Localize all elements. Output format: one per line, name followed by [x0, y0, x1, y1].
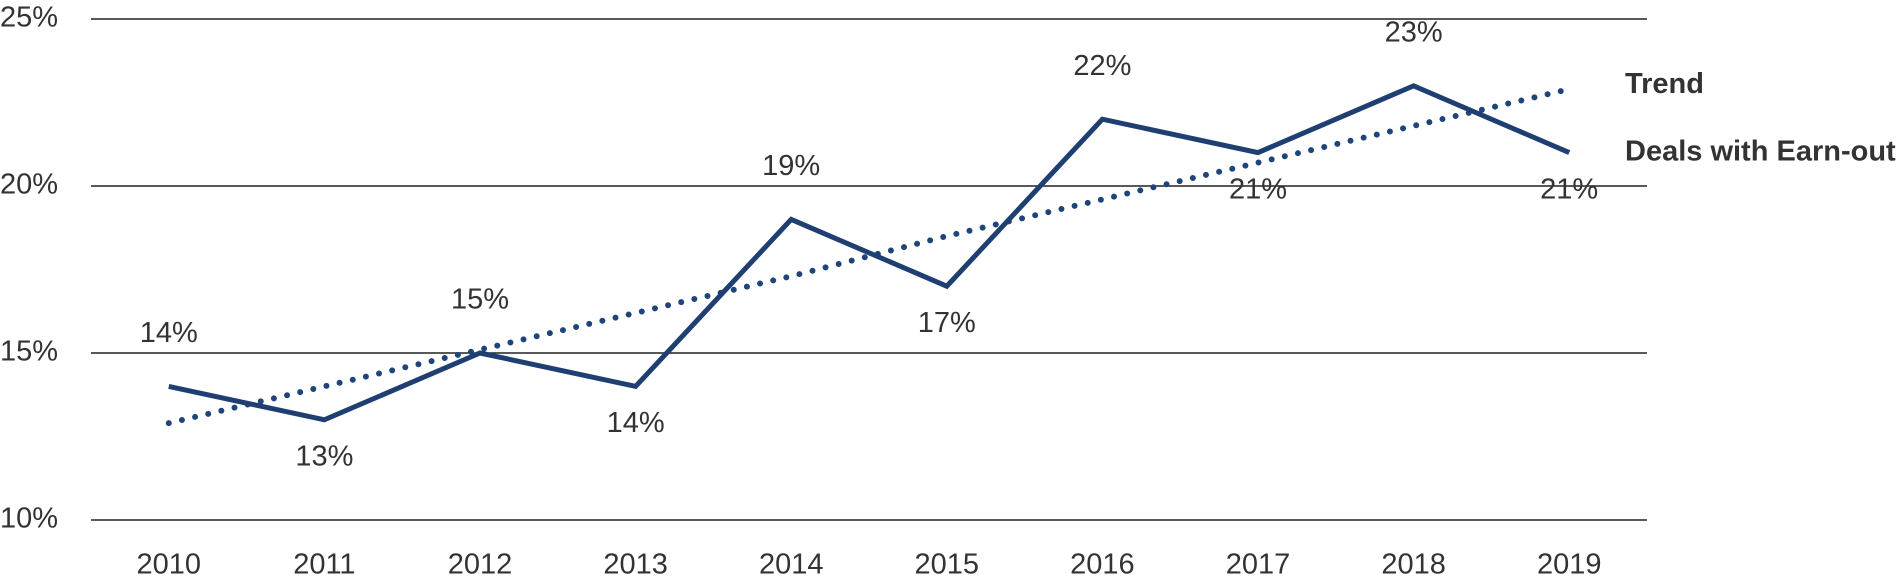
series-line: [168, 83, 1571, 423]
data-label: 17%: [918, 307, 976, 339]
x-tick-label: 2013: [603, 549, 668, 581]
x-tick-label: 2018: [1381, 549, 1446, 581]
x-tick-label: 2012: [448, 549, 513, 581]
x-tick-label: 2016: [1070, 549, 1135, 581]
data-label: 13%: [295, 440, 353, 472]
x-tick-label: 2015: [915, 549, 980, 581]
y-tick-label: 25%: [0, 2, 58, 34]
data-label: 14%: [140, 317, 198, 349]
series-line: [165, 86, 1573, 427]
data-label: 22%: [1073, 50, 1131, 82]
x-tick-label: 2010: [137, 549, 202, 581]
data-label: 21%: [1229, 173, 1287, 205]
y-tick-label: 10%: [0, 503, 58, 535]
data-label: 15%: [451, 284, 509, 316]
data-label: 14%: [607, 407, 665, 439]
x-tick-label: 2014: [759, 549, 824, 581]
data-label: 23%: [1385, 16, 1443, 48]
legend-label: Deals with Earn-out: [1625, 135, 1896, 167]
x-tick-label: 2017: [1226, 549, 1291, 581]
data-label: 19%: [762, 150, 820, 182]
x-tick-label: 2019: [1537, 549, 1602, 581]
y-tick-label: 15%: [0, 336, 58, 368]
x-tick-label: 2011: [293, 549, 355, 581]
data-label: 21%: [1540, 173, 1598, 205]
legend-label: Trend: [1625, 68, 1704, 100]
y-tick-label: 20%: [0, 169, 58, 201]
